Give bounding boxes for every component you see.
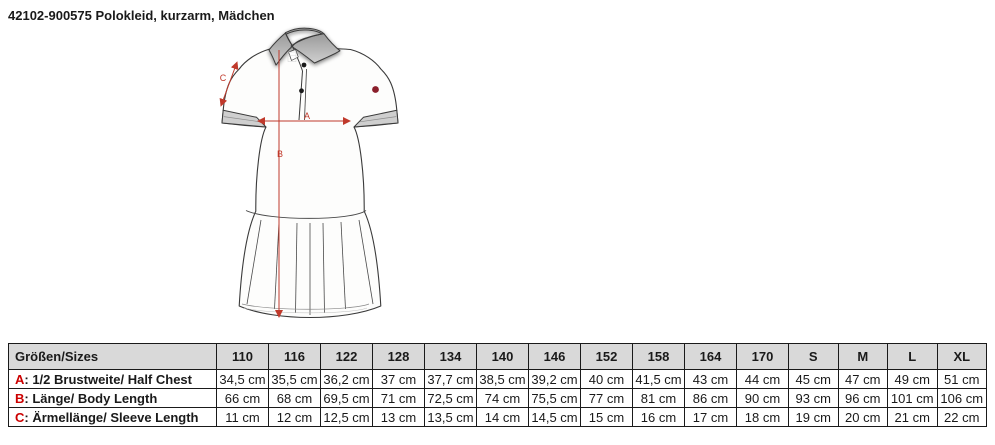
svg-text:C: C [220,73,227,83]
svg-text:B: B [277,149,283,159]
svg-text:A: A [304,111,310,121]
